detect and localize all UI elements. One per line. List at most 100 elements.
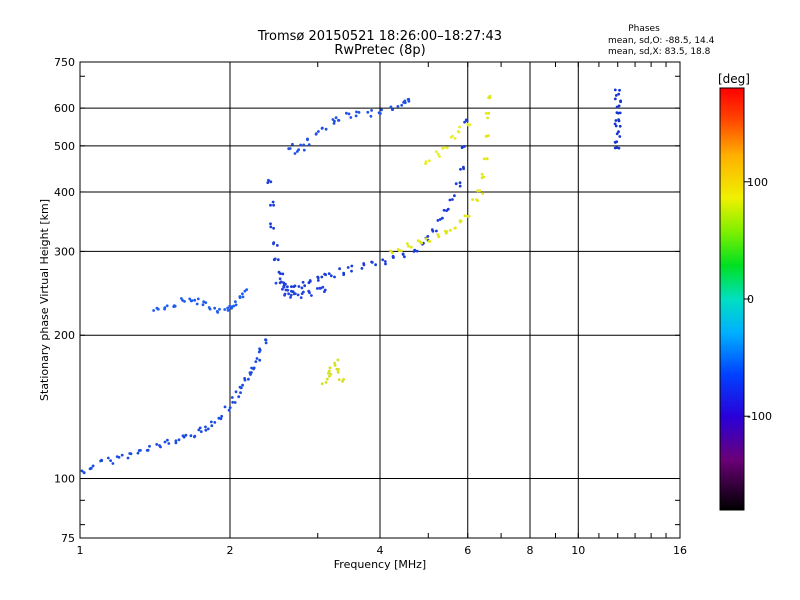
point-s6-8-2 [458,220,462,224]
point-s5-4-2 [292,292,296,296]
point-s8-3-1 [449,135,453,139]
point-s6-15-0 [484,112,488,115]
colorbar-tick-label-100: 100 [747,176,768,189]
point-s6-11-2 [476,189,479,193]
point-s2-7-0 [286,285,289,289]
point-s6-4-0 [424,237,428,241]
point-s8-0-1 [424,160,428,164]
phases-legend-title: Phases [628,24,660,34]
point-s2-1-0 [272,203,275,207]
y-tick-label-400: 400 [54,186,75,199]
point-s2-8-1 [290,289,293,293]
point-s2-10-1 [303,284,307,288]
point-s8-4-1 [458,125,461,129]
point-s2-8-2 [290,285,293,288]
point-s5-5-1 [302,290,305,294]
point-s1-9-0 [226,306,230,310]
point-s3-9-1 [355,110,358,114]
point-s2-26-1 [438,218,442,221]
point-s4-4-2 [617,119,621,123]
point-s2-1-2 [271,200,275,204]
point-s0-19-2 [239,391,242,394]
point-s3-5-1 [320,126,324,130]
point-s2-5-2 [279,272,282,275]
point-s0-14-0 [204,425,207,429]
point-s4-2-2 [617,130,620,134]
point-s2-26-0 [441,216,444,220]
point-s7-3-2 [333,361,336,365]
point-s0-15-0 [209,420,213,424]
point-s3-6-1 [332,122,336,125]
point-s2-29-1 [458,181,462,185]
point-s1-3-2 [181,299,185,302]
point-s3-9-2 [354,114,358,118]
point-s8-0-2 [428,159,431,163]
point-s0-10-0 [177,438,181,442]
point-s0-14-1 [206,427,210,431]
x-tick-label-2: 2 [227,544,234,557]
point-s6-10-1 [471,198,474,202]
point-s0-16-2 [217,416,221,420]
point-s2-14-0 [327,272,331,275]
point-s2-28-1 [451,198,454,201]
point-s6-2-2 [406,242,409,246]
point-s4-4-1 [614,119,618,122]
point-s1-11-0 [234,300,237,304]
point-s0-7-2 [148,444,151,448]
point-s4-6-1 [617,104,621,108]
point-s0-10-1 [174,439,178,443]
point-s3-4-2 [314,132,318,136]
point-s4-8-2 [613,88,617,92]
point-s4-5-2 [618,111,622,115]
point-s0-18-1 [231,400,235,404]
point-s3-11-2 [379,112,382,115]
point-s3-10-2 [369,114,373,118]
point-s1-2-2 [172,304,176,307]
point-s7-0-1 [324,381,328,384]
point-s1-9-2 [226,309,230,312]
grid-lines [80,62,680,538]
point-s4-8-0 [618,88,621,92]
y-tick-label-750: 750 [54,56,75,69]
point-s3-0-2 [288,147,292,150]
point-s7-2-2 [328,366,332,370]
point-s1-5-1 [195,302,199,306]
point-s0-6-2 [137,449,141,452]
point-s1-12-0 [241,295,245,299]
point-s4-3-0 [618,124,622,128]
point-s8-3-2 [453,137,457,140]
point-s7-3-1 [336,358,340,362]
point-s3-12-0 [389,105,393,109]
point-s0-17-1 [223,405,227,409]
point-s0-18-2 [230,396,234,399]
point-s3-12-2 [391,108,394,111]
point-s2-2-2 [272,226,275,230]
point-s6-16-2 [488,96,492,100]
x-tick-label-8: 8 [527,544,534,557]
point-s2-25-0 [435,229,438,233]
point-s6-15-2 [487,111,491,115]
point-s2-0-2 [266,181,270,185]
point-s1-4-2 [190,299,194,302]
x-tick-labels: 1 2 4 6 8 10 16 [77,544,688,557]
x-tick-label-10: 10 [571,544,585,557]
y-axis-label: Stationary phase Virtual Height [km] [38,199,51,401]
point-s2-31-2 [461,145,465,149]
chart-subtitle: RwPretec (8p) [334,43,425,58]
point-s3-2-1 [302,148,306,152]
point-s7-5-2 [342,378,345,381]
point-s2-13-0 [320,275,324,279]
point-s2-4-2 [272,258,276,262]
point-s0-15-2 [210,424,214,428]
point-s7-1-2 [327,371,330,375]
point-s8-1-0 [436,152,440,156]
point-s6-13-2 [485,157,489,161]
point-s4-8-1 [617,92,621,96]
colorbar [719,87,745,511]
point-s0-13-0 [199,430,203,433]
point-s5-2-1 [286,288,290,292]
point-s2-17-2 [362,262,366,265]
point-s2-9-0 [297,285,301,288]
point-s6-1-2 [400,249,403,253]
